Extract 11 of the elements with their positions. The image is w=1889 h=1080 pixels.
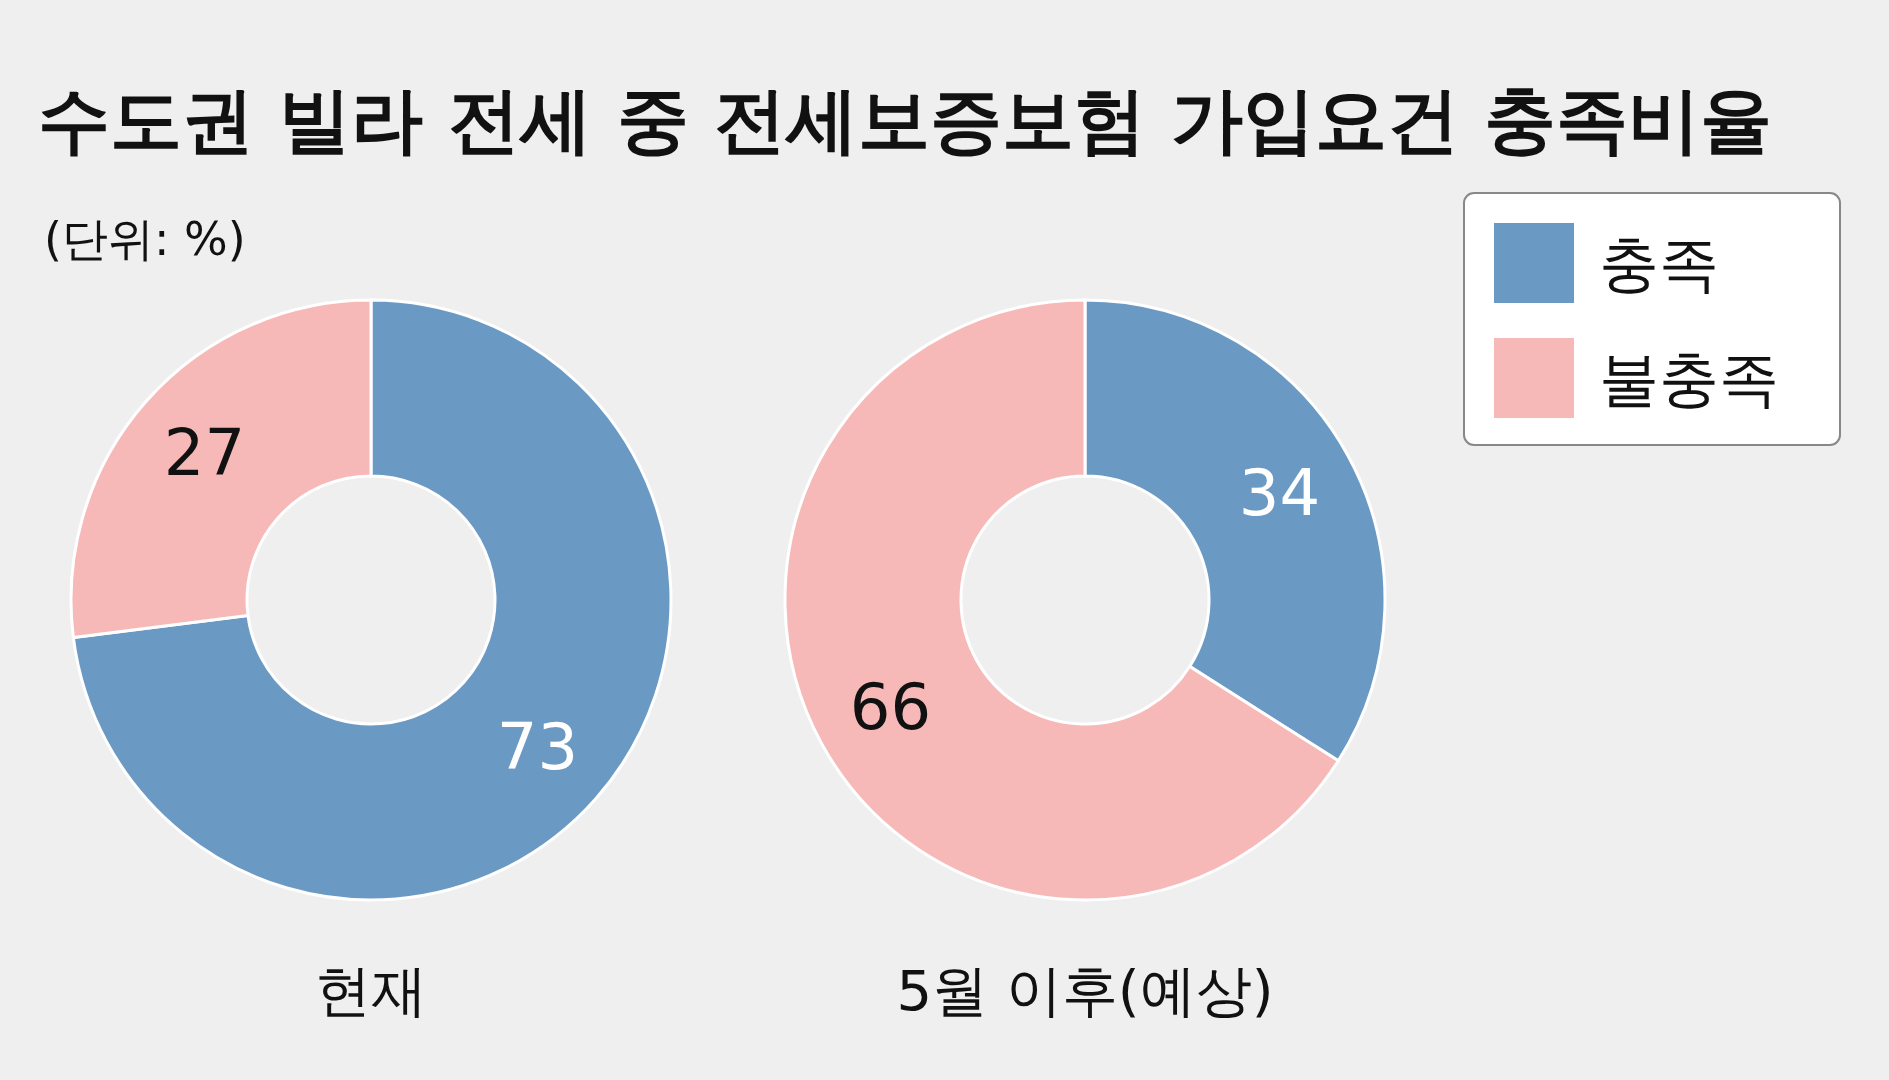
data-label: 73	[496, 709, 579, 784]
donut-slice	[71, 298, 673, 902]
data-label: 66	[849, 669, 932, 744]
data-label: 34	[1238, 456, 1321, 531]
text: 현재	[315, 958, 427, 1023]
legend-label: 충족	[1599, 229, 1719, 299]
text: (단위: %)	[44, 212, 246, 266]
legend-label: 불충족	[1599, 344, 1779, 414]
data-label: 27	[163, 416, 246, 491]
text: 5월 이후(예상)	[896, 958, 1274, 1023]
chart-title: 수도권 빌라 전세 중 전세보증보험 가입요건 충족비율	[38, 78, 1773, 162]
